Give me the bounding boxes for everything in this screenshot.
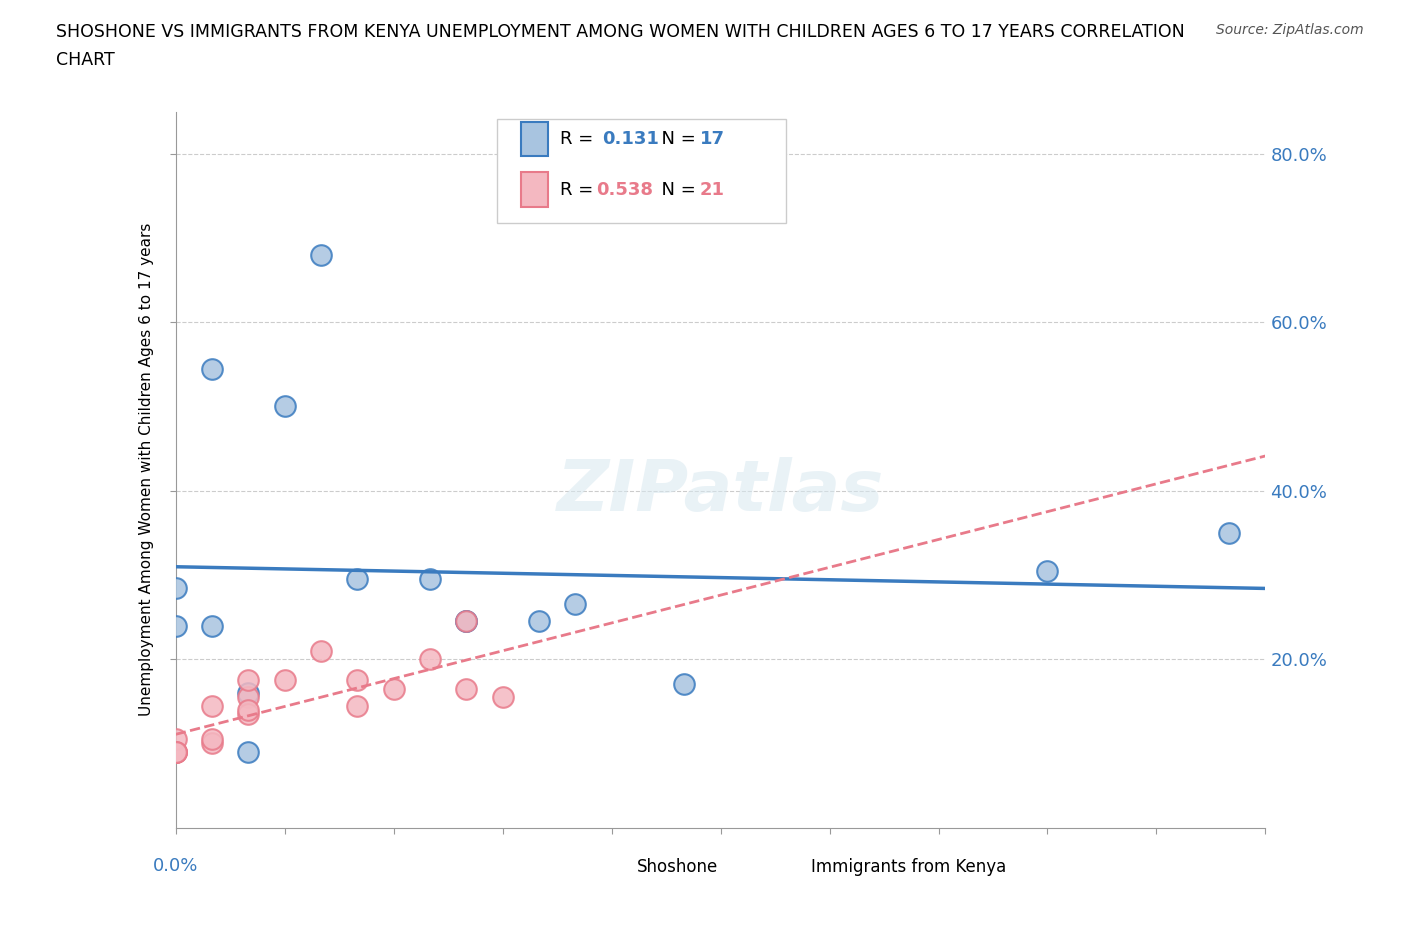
Text: R =: R =	[561, 130, 605, 148]
Text: ZIPatlas: ZIPatlas	[557, 457, 884, 525]
Text: Source: ZipAtlas.com: Source: ZipAtlas.com	[1216, 23, 1364, 37]
FancyBboxPatch shape	[606, 859, 630, 875]
Point	[382, 682, 405, 697]
Point	[1036, 564, 1059, 578]
Point	[527, 614, 550, 629]
FancyBboxPatch shape	[522, 122, 548, 156]
Point	[201, 618, 224, 633]
Point	[309, 247, 332, 262]
FancyBboxPatch shape	[498, 119, 786, 222]
Point	[165, 732, 187, 747]
Point	[238, 707, 260, 722]
Point	[456, 614, 478, 629]
Point	[201, 732, 224, 747]
Point	[346, 572, 368, 587]
Point	[238, 702, 260, 717]
Text: R =: R =	[561, 180, 599, 199]
Text: Shoshone: Shoshone	[637, 858, 718, 876]
Point	[346, 698, 368, 713]
Point	[456, 682, 478, 697]
Point	[238, 690, 260, 705]
Point	[238, 744, 260, 759]
Text: Immigrants from Kenya: Immigrants from Kenya	[811, 858, 1007, 876]
Y-axis label: Unemployment Among Women with Children Ages 6 to 17 years: Unemployment Among Women with Children A…	[139, 223, 155, 716]
Point	[165, 618, 187, 633]
Point	[564, 597, 586, 612]
Point	[238, 685, 260, 700]
Point	[238, 672, 260, 687]
FancyBboxPatch shape	[522, 172, 548, 206]
Point	[456, 614, 478, 629]
Text: CHART: CHART	[56, 51, 115, 69]
Point	[165, 580, 187, 595]
Text: 0.131: 0.131	[602, 130, 658, 148]
Point	[309, 644, 332, 658]
Text: N =: N =	[650, 130, 702, 148]
Point	[165, 744, 187, 759]
Point	[419, 572, 441, 587]
Point	[1218, 525, 1240, 540]
Point	[673, 677, 696, 692]
Point	[492, 690, 515, 705]
FancyBboxPatch shape	[780, 859, 804, 875]
Point	[274, 672, 297, 687]
Point	[346, 672, 368, 687]
Point	[165, 744, 187, 759]
Text: 0.0%: 0.0%	[153, 857, 198, 875]
Point	[165, 744, 187, 759]
Text: 0.538: 0.538	[596, 180, 654, 199]
Point	[419, 652, 441, 667]
Text: 21: 21	[700, 180, 725, 199]
Point	[274, 399, 297, 414]
Text: 17: 17	[700, 130, 725, 148]
Point	[201, 736, 224, 751]
Text: SHOSHONE VS IMMIGRANTS FROM KENYA UNEMPLOYMENT AMONG WOMEN WITH CHILDREN AGES 6 : SHOSHONE VS IMMIGRANTS FROM KENYA UNEMPL…	[56, 23, 1185, 41]
Point	[165, 744, 187, 759]
Point	[201, 361, 224, 376]
Text: N =: N =	[650, 180, 702, 199]
Point	[201, 698, 224, 713]
Point	[456, 614, 478, 629]
